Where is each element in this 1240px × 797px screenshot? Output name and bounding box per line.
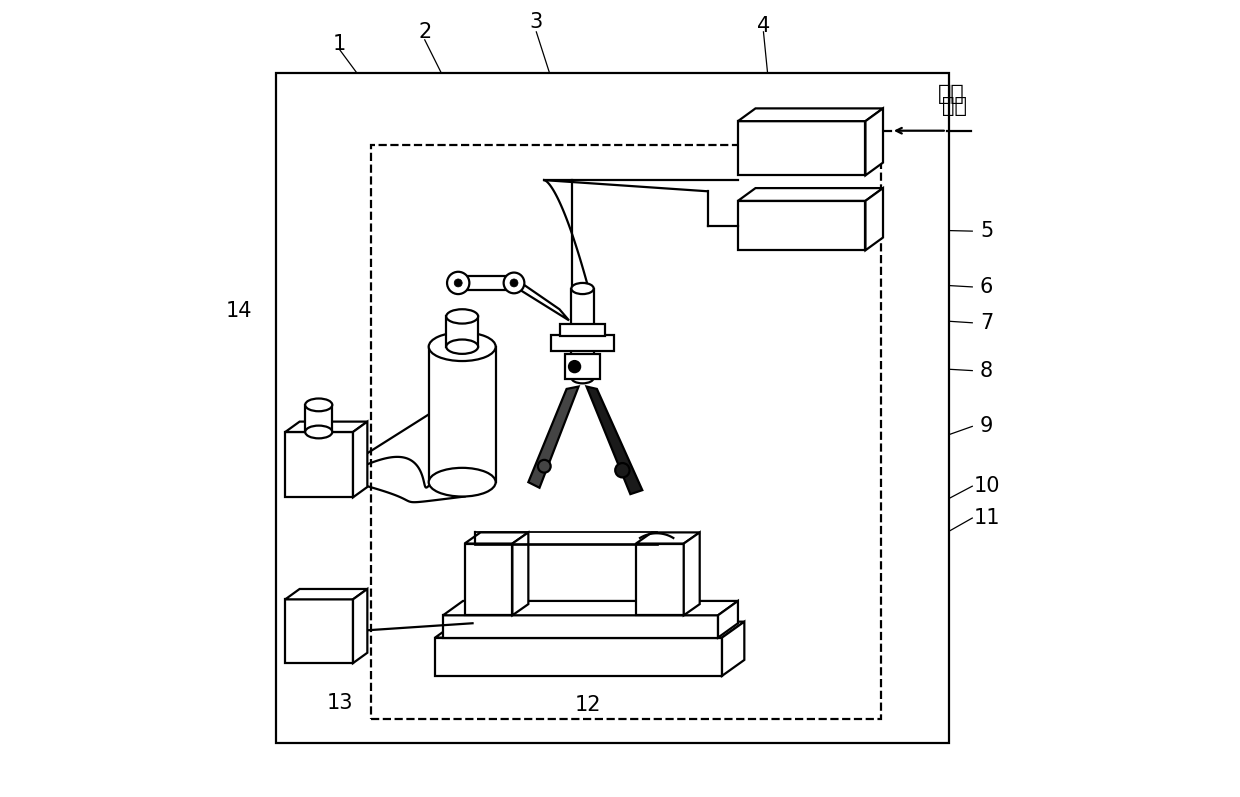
- Ellipse shape: [429, 332, 496, 361]
- Text: 4: 4: [756, 15, 770, 36]
- Bar: [371, 145, 882, 719]
- Polygon shape: [429, 347, 496, 482]
- Circle shape: [503, 273, 525, 293]
- Polygon shape: [435, 638, 722, 676]
- Ellipse shape: [429, 468, 496, 497]
- Text: 气体: 气体: [942, 96, 967, 116]
- Text: 11: 11: [973, 508, 999, 528]
- Polygon shape: [450, 276, 521, 290]
- Polygon shape: [738, 121, 866, 175]
- Polygon shape: [636, 532, 699, 544]
- Polygon shape: [738, 188, 883, 201]
- Text: 7: 7: [980, 312, 993, 333]
- Text: 1: 1: [332, 33, 346, 54]
- Bar: [565, 354, 600, 379]
- Circle shape: [454, 279, 463, 287]
- Polygon shape: [722, 622, 744, 676]
- Ellipse shape: [446, 309, 479, 324]
- Circle shape: [510, 279, 518, 287]
- Text: 6: 6: [980, 277, 993, 297]
- Polygon shape: [511, 276, 569, 320]
- Polygon shape: [285, 422, 367, 432]
- Text: 2: 2: [418, 22, 432, 42]
- Circle shape: [538, 460, 551, 473]
- Polygon shape: [305, 405, 332, 432]
- Polygon shape: [528, 387, 579, 488]
- Text: 9: 9: [980, 416, 993, 437]
- Bar: [275, 73, 949, 743]
- Text: 3: 3: [529, 12, 543, 33]
- Bar: [560, 324, 605, 336]
- Bar: [551, 335, 615, 351]
- Polygon shape: [443, 615, 718, 638]
- Polygon shape: [718, 601, 738, 638]
- Ellipse shape: [446, 340, 479, 354]
- Polygon shape: [443, 601, 738, 615]
- Polygon shape: [465, 544, 512, 615]
- Polygon shape: [285, 599, 353, 663]
- Polygon shape: [866, 188, 883, 250]
- Ellipse shape: [305, 426, 332, 438]
- Text: 12: 12: [575, 695, 601, 716]
- Circle shape: [615, 463, 630, 477]
- Polygon shape: [512, 532, 528, 615]
- Polygon shape: [446, 316, 479, 347]
- Polygon shape: [683, 532, 699, 615]
- Text: 13: 13: [326, 693, 352, 713]
- Text: 10: 10: [973, 476, 999, 497]
- Text: 5: 5: [980, 221, 993, 241]
- Polygon shape: [353, 422, 367, 497]
- Circle shape: [569, 361, 580, 372]
- Polygon shape: [285, 589, 367, 599]
- Polygon shape: [738, 108, 883, 121]
- Polygon shape: [636, 544, 683, 615]
- Ellipse shape: [572, 372, 594, 383]
- Text: 8: 8: [980, 360, 993, 381]
- Polygon shape: [738, 201, 866, 250]
- Polygon shape: [866, 108, 883, 175]
- Text: 气体: 气体: [937, 84, 965, 104]
- Polygon shape: [353, 589, 367, 663]
- Polygon shape: [285, 432, 353, 497]
- Polygon shape: [587, 387, 642, 494]
- Circle shape: [448, 272, 470, 294]
- Polygon shape: [465, 532, 528, 544]
- Text: 14: 14: [226, 300, 252, 321]
- Ellipse shape: [305, 398, 332, 411]
- Ellipse shape: [572, 283, 594, 294]
- Polygon shape: [572, 289, 594, 378]
- Polygon shape: [435, 622, 744, 638]
